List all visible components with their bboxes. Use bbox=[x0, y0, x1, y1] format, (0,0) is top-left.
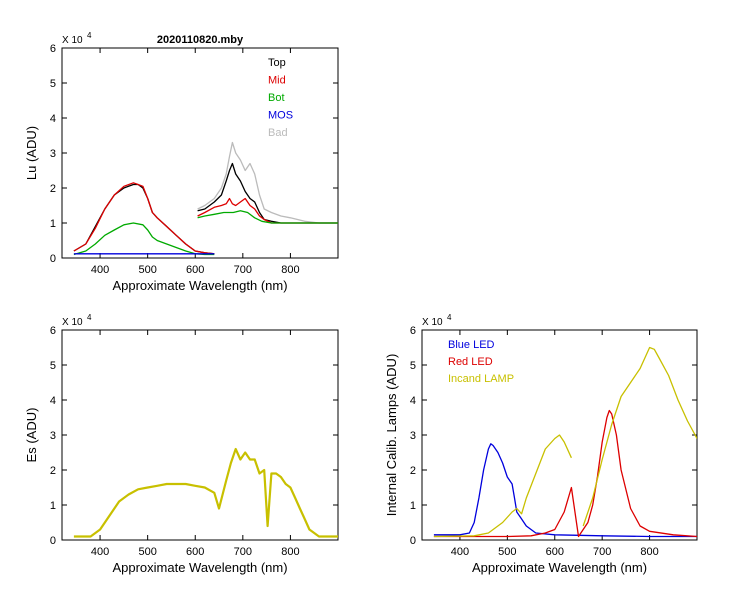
series-line-mid bbox=[197, 197, 338, 224]
y-exponent-power: 4 bbox=[87, 313, 92, 322]
y-exponent-label: X 10 bbox=[62, 317, 83, 328]
chart-title: 2020110820.mby bbox=[157, 34, 244, 46]
series-group bbox=[73, 447, 338, 538]
legend-entry-bad: Bad bbox=[268, 127, 288, 139]
x-tick-label: 500 bbox=[138, 264, 156, 276]
y-exponent-power: 4 bbox=[447, 313, 452, 322]
y-tick-label: 2 bbox=[410, 465, 416, 477]
y-tick-label: 0 bbox=[50, 253, 56, 265]
legend-entry-bot: Bot bbox=[268, 92, 285, 104]
y-tick-label: 5 bbox=[50, 360, 56, 372]
y-axis-label: Es (ADU) bbox=[24, 408, 39, 463]
x-tick-label: 800 bbox=[640, 546, 658, 558]
legend-entry-mos: MOS bbox=[268, 110, 293, 122]
calib-lamps-chart-panel: 400 500 600 700 800 0 1 2 3 4 5 6 X 10 4 Approximate W… bbox=[384, 313, 698, 575]
x-tick-label: 400 bbox=[451, 546, 469, 558]
y-axis-label: Lu (ADU) bbox=[24, 126, 39, 180]
y-tick-label: 6 bbox=[50, 325, 56, 337]
y-tick-label: 3 bbox=[50, 430, 56, 442]
plot-frame bbox=[61, 47, 339, 259]
es-chart-panel: 400 500 600 700 800 0 1 2 3 4 5 6 X 10 4 Approximate W… bbox=[24, 313, 339, 575]
legend-entry-top: Top bbox=[268, 57, 286, 69]
series-line-mid bbox=[73, 182, 215, 255]
x-tick-label: 400 bbox=[91, 264, 109, 276]
y-tick-label: 5 bbox=[50, 78, 56, 90]
x-tick-label: 600 bbox=[186, 546, 204, 558]
y-exponent-label: X 10 bbox=[62, 35, 83, 46]
x-tick-label: 800 bbox=[281, 264, 299, 276]
y-tick-label: 1 bbox=[50, 500, 56, 512]
series-line-blue-led bbox=[433, 443, 697, 538]
y-tick-label: 3 bbox=[50, 148, 56, 160]
y-tick-label: 6 bbox=[410, 325, 416, 337]
x-tick-label: 500 bbox=[498, 546, 516, 558]
series-line-red-led bbox=[433, 409, 697, 538]
legend-entry-incand-lamp: Incand LAMP bbox=[448, 373, 514, 385]
y-tick-label: 4 bbox=[410, 395, 416, 407]
series-line-bad bbox=[197, 141, 338, 224]
x-tick-label: 400 bbox=[91, 546, 109, 558]
series-line-es bbox=[73, 447, 338, 538]
y-tick-label: 1 bbox=[410, 500, 416, 512]
y-tick-label: 5 bbox=[410, 360, 416, 372]
series-line-bot bbox=[197, 210, 338, 224]
legend-entry-mid: Mid bbox=[268, 75, 286, 87]
y-tick-label: 0 bbox=[410, 535, 416, 547]
y-tick-label: 2 bbox=[50, 465, 56, 477]
x-tick-label: 600 bbox=[186, 264, 204, 276]
x-axis-label: Approximate Wavelength (nm) bbox=[472, 560, 647, 575]
x-tick-label: 800 bbox=[281, 546, 299, 558]
y-tick-label: 3 bbox=[410, 430, 416, 442]
plot-frame bbox=[61, 329, 339, 541]
y-exponent-power: 4 bbox=[87, 31, 92, 40]
y-tick-label: 0 bbox=[50, 535, 56, 547]
x-axis-label: Approximate Wavelength (nm) bbox=[112, 278, 287, 293]
x-tick-label: 600 bbox=[546, 546, 564, 558]
y-axis-label: Internal Calib. Lamps (ADU) bbox=[384, 354, 399, 517]
legend-entry-red-led: Red LED bbox=[448, 356, 493, 368]
x-tick-label: 500 bbox=[138, 546, 156, 558]
y-tick-label: 2 bbox=[50, 183, 56, 195]
legend-entry-blue-led: Blue LED bbox=[448, 339, 495, 351]
x-axis-label: Approximate Wavelength (nm) bbox=[112, 560, 287, 575]
y-tick-label: 4 bbox=[50, 113, 56, 125]
y-exponent-label: X 10 bbox=[422, 317, 443, 328]
series-group bbox=[433, 346, 697, 538]
y-tick-label: 4 bbox=[50, 395, 56, 407]
y-tick-label: 1 bbox=[50, 218, 56, 230]
x-tick-label: 700 bbox=[234, 546, 252, 558]
series-line-bot bbox=[73, 222, 215, 256]
series-line-incand-lamp bbox=[582, 346, 697, 527]
series-group bbox=[73, 141, 338, 256]
series-line-top bbox=[73, 183, 215, 255]
x-tick-label: 700 bbox=[593, 546, 611, 558]
x-tick-label: 700 bbox=[234, 264, 252, 276]
y-tick-label: 6 bbox=[50, 43, 56, 55]
series-line-incand-lamp bbox=[433, 434, 572, 538]
lu-chart-panel: 400 500 600 700 800 0 1 2 3 4 5 6 X 10 4 2020110820.mb… bbox=[24, 31, 339, 293]
